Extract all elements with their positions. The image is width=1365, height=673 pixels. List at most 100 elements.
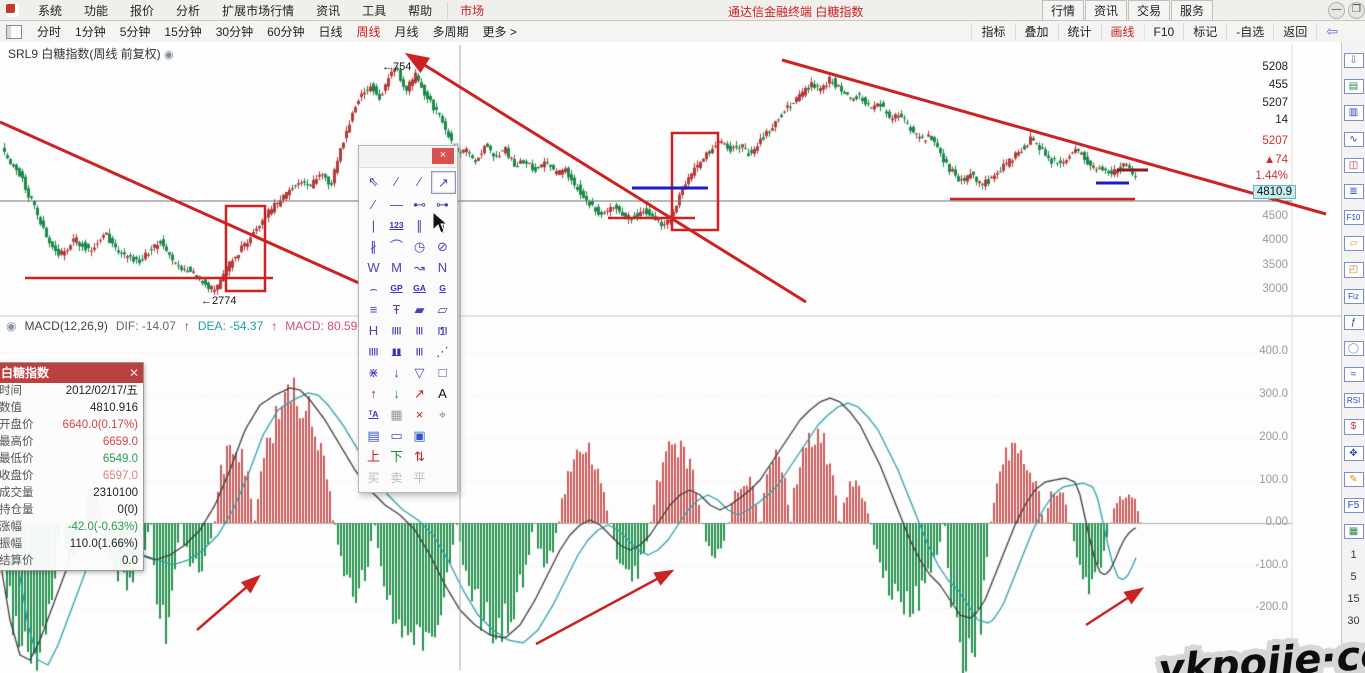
interval-15[interactable]: 15 [1347, 593, 1360, 606]
text-tool[interactable]: A [438, 386, 447, 401]
fan-lines-tool[interactable]: ⋰ [436, 344, 449, 359]
palette-close-button[interactable]: × [432, 148, 454, 164]
menu-1[interactable]: 功能 [84, 3, 109, 18]
menu-2[interactable]: 报价 [130, 3, 155, 18]
arc-tool[interactable]: ⌒ [389, 239, 403, 254]
top-tab-1[interactable]: 资讯 [1085, 0, 1128, 20]
trendline-left[interactable] [0, 120, 429, 316]
period-8[interactable]: 月线 [394, 25, 419, 39]
bars-tool[interactable]: |||| [391, 325, 402, 336]
thick-bars-tool[interactable]: ▮▮ [391, 346, 402, 357]
crosshair-info-panel[interactable]: 白糖指数 ✕ 时间 2012/02/17/五 数值 4810.916 开盘价 6640.0… [0, 362, 144, 571]
zigzag-up-tool[interactable]: ↝ [414, 260, 425, 275]
cycle-circle-tool[interactable]: ◷ [413, 239, 426, 254]
wave-icon[interactable]: ≈ [1343, 367, 1364, 383]
menu-5[interactable]: 资讯 [316, 3, 341, 18]
highlight-rect-middle[interactable] [670, 131, 720, 232]
hash-lines-tool[interactable]: ∦ [370, 239, 377, 254]
channel2-tool[interactable]: ▱ [437, 302, 448, 317]
top-tab-3[interactable]: 服务 [1171, 0, 1214, 20]
delete-tool[interactable]: × [415, 407, 424, 422]
period-6[interactable]: 日线 [318, 25, 343, 39]
tb-right-7[interactable]: 返回 [1273, 23, 1316, 40]
circle-icon[interactable]: ◯ [1343, 340, 1364, 357]
interval-5[interactable]: 5 [1350, 571, 1357, 584]
period-10[interactable]: 更多 > [482, 25, 517, 39]
gp-tool[interactable]: GP [390, 283, 403, 294]
pointer-tool[interactable]: ⇖ [368, 174, 379, 189]
bars5-tool[interactable]: ||| [415, 346, 424, 357]
top-tab-0[interactable]: 行情 [1042, 0, 1085, 20]
scroll-down-icon[interactable]: ⇩ [1343, 53, 1364, 69]
tb-right-2[interactable]: 统计 [1057, 23, 1101, 40]
vertical-line-tool[interactable]: | [371, 218, 376, 233]
buy-arrow-tool[interactable]: ↑ [370, 386, 377, 401]
triangle-tool[interactable]: ▽ [414, 365, 425, 380]
ga-tool[interactable]: GA [413, 283, 426, 294]
list-icon[interactable]: ≣ [1343, 183, 1364, 200]
minimize-icon[interactable]: — [1328, 2, 1345, 19]
sell-arrow-tool[interactable]: ↓ [393, 386, 400, 401]
tab-market[interactable]: 市场 [447, 1, 496, 19]
horizontal-line-tool[interactable]: — [390, 197, 403, 212]
rectangle-tool[interactable]: □ [438, 365, 447, 380]
period-7[interactable]: 周线 [356, 25, 381, 39]
note-list-tool[interactable]: ▤ [367, 428, 380, 443]
window-tool[interactable]: ▣ [413, 428, 426, 443]
macd-arrow-3[interactable] [1085, 587, 1145, 627]
head-shoulders-tool[interactable]: ⌢ [369, 281, 378, 296]
column-chart-icon[interactable]: ▥ [1343, 105, 1364, 121]
money-icon[interactable]: $ [1343, 419, 1364, 435]
move-icon[interactable]: ✥ [1343, 445, 1364, 461]
tb-right-0[interactable]: 指标 [971, 23, 1014, 40]
sell-tool[interactable]: 卖 [390, 470, 403, 485]
info-panel-close-icon[interactable]: ✕ [128, 366, 139, 380]
app-logo-icon[interactable] [6, 3, 19, 17]
restore-icon[interactable]: ❐ [1348, 2, 1365, 19]
kline-icon[interactable]: ◫ [1343, 157, 1364, 173]
palette-header[interactable]: × [359, 146, 457, 168]
period-4[interactable]: 30分钟 [215, 25, 254, 39]
tb-right-1[interactable]: 叠加 [1014, 23, 1058, 40]
dotted-arrow-tool[interactable]: ↗ [414, 386, 425, 401]
pencil-icon[interactable]: ✎ [1343, 471, 1364, 487]
gann-fan-tool[interactable]: ⋇ [368, 365, 379, 380]
t-lines-tool[interactable]: Ŧ [392, 302, 401, 317]
back-arrow-icon[interactable]: ⇦ [1316, 23, 1347, 40]
percent-lines-tool[interactable]: ≡ [369, 302, 378, 317]
menu-6[interactable]: 工具 [362, 3, 387, 18]
tb-right-5[interactable]: 标记 [1183, 23, 1226, 40]
arrow-line-tool[interactable]: ↗ [431, 171, 456, 194]
segment-tool[interactable]: ∕ [395, 174, 398, 189]
folder-icon[interactable]: ▱ [1343, 236, 1364, 252]
symbol-dropdown-icon[interactable]: ◉ [164, 49, 174, 61]
xia-marker-tool[interactable]: 下 [389, 449, 403, 464]
w-wave-tool[interactable]: W [367, 260, 380, 275]
period-0[interactable]: 分时 [37, 25, 62, 39]
trendline-right[interactable] [781, 58, 1327, 216]
chart-area[interactable]: ←754 ←2774 SRL9 白糖指数(周线 前复权) ◉ ◉ MACD(12… [0, 42, 1365, 673]
tb-right-6[interactable]: -自选 [1226, 23, 1273, 40]
mouse-tool[interactable]: ⌖ [438, 407, 447, 422]
f5-button[interactable]: F5 [1343, 497, 1364, 514]
tb-right-3[interactable]: 画线 [1100, 23, 1144, 40]
n-wave-tool[interactable]: N [437, 260, 448, 275]
updown-marker-tool[interactable]: ⇅ [414, 449, 425, 464]
interval-1[interactable]: 1 [1350, 548, 1357, 561]
h-segment-tool[interactable]: ⊷ [413, 197, 426, 212]
buy-tool[interactable]: 买 [367, 470, 380, 485]
info-panel-header[interactable]: 白糖指数 ✕ [0, 363, 143, 383]
formula-icon[interactable]: ƒ [1343, 314, 1364, 330]
period-2[interactable]: 5分钟 [119, 25, 151, 39]
rsi-button[interactable]: RSI [1343, 393, 1364, 409]
top-tab-2[interactable]: 交易 [1128, 0, 1171, 20]
period-3[interactable]: 15分钟 [164, 25, 202, 39]
menu-4[interactable]: 扩展市场行情 [222, 3, 295, 18]
menu-0[interactable]: 系统 [38, 3, 63, 18]
ray-tool[interactable]: ∕ [372, 197, 375, 212]
label-text-tool[interactable]: ᵀA [368, 409, 379, 420]
grid-box-tool[interactable]: ▦ [390, 407, 403, 422]
macd-arrow-2[interactable] [535, 569, 675, 646]
report-icon[interactable]: ▤ [1343, 79, 1364, 95]
crossed-circle-tool[interactable]: ⊘ [437, 239, 448, 254]
